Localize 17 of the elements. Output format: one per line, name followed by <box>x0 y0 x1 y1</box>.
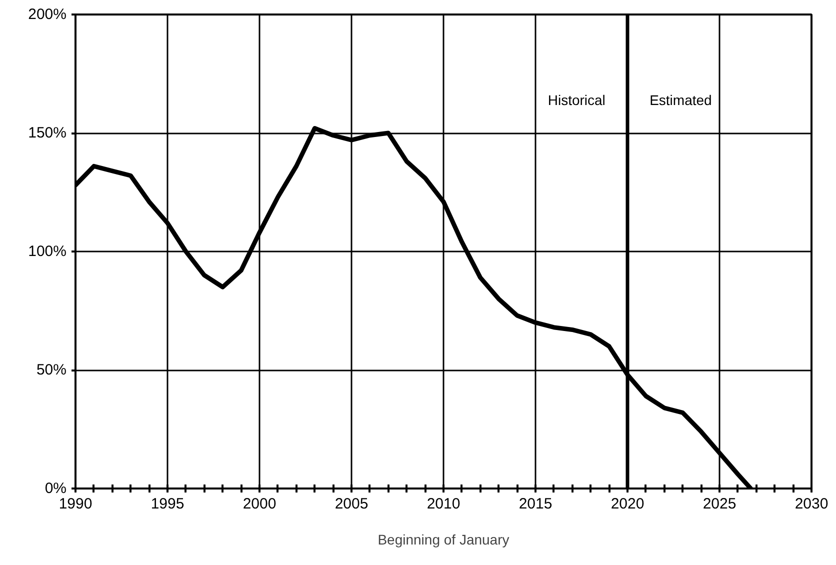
x-tick-label: 2025 <box>702 496 736 512</box>
x-axis-title: Beginning of January <box>378 532 510 548</box>
y-tick-label: 50% <box>36 362 67 378</box>
x-tick-label: 2010 <box>426 496 460 512</box>
annotation: Historical <box>548 92 606 108</box>
x-tick-label: 2005 <box>334 496 368 512</box>
y-tick-label: 100% <box>28 243 67 260</box>
y-tick-label: 150% <box>28 124 67 142</box>
x-tick-label: 2015 <box>518 496 552 512</box>
y-tick-label: 200% <box>28 6 67 23</box>
x-tick-label: 1995 <box>150 496 184 512</box>
annotation: Estimated <box>650 92 712 108</box>
x-tick-label: 2020 <box>610 496 644 512</box>
x-tick-label: 2000 <box>242 496 276 512</box>
x-tick-label: 1990 <box>58 496 92 512</box>
y-tick-label: 0% <box>44 480 67 497</box>
x-tick-label: 2030 <box>794 496 828 512</box>
